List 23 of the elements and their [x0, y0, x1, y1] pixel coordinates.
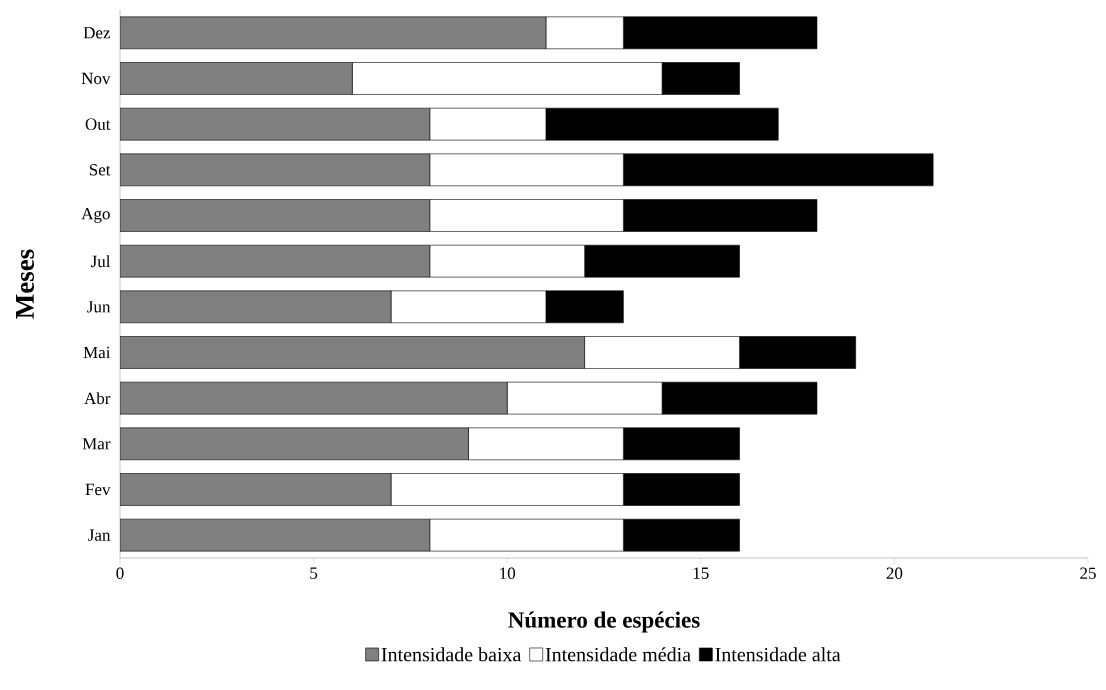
x-tick-label: 5 [310, 567, 318, 579]
legend-label: Intensidade alta [715, 647, 841, 662]
y-tick-label: Dez [83, 27, 110, 39]
y-tick-label: Set [89, 164, 111, 176]
y-tick-label: Out [85, 118, 111, 130]
y-axis-title: Meses [16, 249, 34, 319]
y-tick-label: Mar [82, 438, 111, 450]
y-tick-label: Jun [87, 301, 111, 313]
y-tick-label: Mai [83, 346, 111, 359]
x-tick-label: 0 [116, 567, 124, 579]
y-tick-label: Ago [81, 208, 110, 223]
x-tick-label: 15 [693, 567, 709, 579]
legend-label: Intensidade baixa [381, 647, 522, 662]
y-tick-label: Fev [85, 483, 111, 496]
x-axis-title: Número de espécies [508, 611, 700, 633]
y-tick-label: Nov [81, 72, 111, 85]
y-tick-label: Jul [91, 255, 111, 268]
x-tick-label: 20 [886, 567, 903, 579]
x-tick-label: 25 [1080, 567, 1096, 579]
x-tick-label: 10 [500, 567, 516, 579]
y-tick-label: Jan [88, 529, 111, 541]
y-tick-label: Abr [84, 392, 111, 405]
legend-label: Intensidade média [545, 647, 691, 662]
